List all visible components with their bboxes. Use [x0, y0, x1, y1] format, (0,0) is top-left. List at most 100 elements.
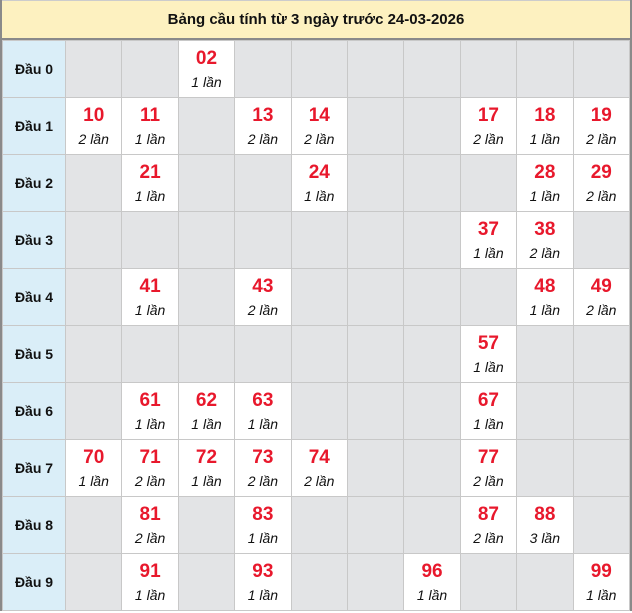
empty-cell [346, 40, 405, 98]
empty-cell [516, 382, 574, 440]
occurrence-count: 1 lần [586, 586, 617, 603]
table-row: Đầu 7 70 1 lần 71 2 lần 72 1 lần 73 2 lần 74 2 lần… [2, 439, 631, 497]
empty-cell [121, 325, 179, 383]
occurrence-count: 2 lần [586, 301, 617, 318]
occurrence-count: 2 lần [247, 130, 279, 147]
number-cell: 93 1 lần [234, 553, 292, 611]
occurrence-count: 2 lần [134, 472, 166, 489]
lottery-number: 81 [139, 503, 161, 525]
occurrence-count: 2 lần [473, 472, 504, 489]
number-cell: 70 1 lần [64, 439, 123, 497]
empty-cell [403, 268, 461, 326]
row-label: Đầu 0 [2, 40, 66, 98]
table-row: Đầu 6 61 1 lần 62 1 lần 63 1 lần 67 1 lần [2, 382, 631, 440]
table-title: Bảng cầu tính từ 3 ngày trước 24-03-2026 [2, 0, 630, 40]
number-cell: 71 2 lần [121, 439, 179, 497]
empty-cell [234, 325, 292, 383]
occurrence-count: 1 lần [473, 358, 504, 375]
lottery-number: 38 [534, 218, 556, 240]
empty-cell [516, 40, 574, 98]
lottery-number: 61 [139, 389, 161, 411]
occurrence-count: 2 lần [247, 301, 279, 318]
number-cell: 74 2 lần [290, 439, 348, 497]
number-cell: 48 1 lần [516, 268, 574, 326]
empty-cell [346, 496, 405, 554]
number-cell: 24 1 lần [290, 154, 348, 212]
number-cell: 91 1 lần [121, 553, 179, 611]
number-cell: 88 3 lần [516, 496, 574, 554]
number-cell: 87 2 lần [459, 496, 518, 554]
number-cell: 21 1 lần [121, 154, 179, 212]
empty-cell [459, 154, 518, 212]
lottery-number: 63 [252, 389, 274, 411]
empty-cell [572, 211, 631, 269]
number-cell: 63 1 lần [234, 382, 292, 440]
occurrence-count: 2 lần [529, 244, 560, 261]
empty-cell [64, 496, 123, 554]
occurrence-count: 1 lần [416, 586, 448, 603]
empty-cell [459, 268, 518, 326]
lottery-number: 43 [252, 275, 274, 297]
empty-cell [290, 40, 348, 98]
table-row: Đầu 0 02 1 lần [2, 40, 631, 98]
occurrence-count: 1 lần [529, 301, 560, 318]
lottery-number: 10 [83, 104, 105, 126]
lottery-number: 29 [590, 161, 612, 183]
number-cell: 96 1 lần [403, 553, 461, 611]
row-label: Đầu 8 [2, 496, 66, 554]
number-cell: 67 1 lần [459, 382, 518, 440]
empty-cell [64, 268, 123, 326]
empty-cell [403, 496, 461, 554]
number-cell: 73 2 lần [234, 439, 292, 497]
empty-cell [346, 97, 405, 155]
lottery-number: 37 [477, 218, 499, 240]
occurrence-count: 1 lần [247, 586, 279, 603]
lottery-number: 67 [477, 389, 499, 411]
empty-cell [572, 40, 631, 98]
empty-cell [346, 439, 405, 497]
occurrence-count: 1 lần [529, 187, 560, 204]
empty-cell [64, 553, 123, 611]
occurrence-count: 1 lần [134, 415, 166, 432]
empty-cell [403, 439, 461, 497]
empty-cell [572, 325, 631, 383]
occurrence-count: 1 lần [529, 130, 560, 147]
empty-cell [64, 154, 123, 212]
table-row: Đầu 9 91 1 lần 93 1 lần 96 1 lần 99 1 lần [2, 553, 631, 611]
row-label: Đầu 9 [2, 553, 66, 611]
number-cell: 29 2 lần [572, 154, 631, 212]
lottery-number: 19 [590, 104, 612, 126]
empty-cell [177, 268, 236, 326]
number-cell: 61 1 lần [121, 382, 179, 440]
empty-cell [403, 325, 461, 383]
lottery-number: 13 [252, 104, 274, 126]
empty-cell [121, 211, 179, 269]
occurrence-count: 1 lần [78, 472, 109, 489]
table-row: Đầu 2 21 1 lần 24 1 lần 28 1 lần 29 2 lần [2, 154, 631, 212]
number-cell: 10 2 lần [64, 97, 123, 155]
empty-cell [290, 553, 348, 611]
number-cell: 14 2 lần [290, 97, 348, 155]
lottery-number: 77 [477, 446, 499, 468]
table-row: Đầu 3 37 1 lần 38 2 lần [2, 211, 631, 269]
lottery-number: 87 [477, 503, 499, 525]
occurrence-count: 2 lần [247, 472, 279, 489]
empty-cell [64, 325, 123, 383]
empty-cell [346, 553, 405, 611]
empty-cell [177, 211, 236, 269]
occurrence-count: 2 lần [134, 529, 166, 546]
occurrence-count: 2 lần [78, 130, 109, 147]
lottery-number: 91 [139, 560, 161, 582]
lottery-number: 88 [534, 503, 556, 525]
empty-cell [459, 40, 518, 98]
occurrence-count: 1 lần [473, 415, 504, 432]
number-cell: 57 1 lần [459, 325, 518, 383]
lottery-number: 70 [83, 446, 105, 468]
number-cell: 99 1 lần [572, 553, 631, 611]
number-cell: 11 1 lần [121, 97, 179, 155]
cau-table: Đầu 0 02 1 lần Đầu 1 10 2 lần 11 1 lần 13 2 lần 14… [2, 40, 631, 611]
empty-cell [346, 268, 405, 326]
number-cell: 13 2 lần [234, 97, 292, 155]
occurrence-count: 2 lần [586, 187, 617, 204]
table-row: Đầu 1 10 2 lần 11 1 lần 13 2 lần 14 2 lần 17 2 lần… [2, 97, 631, 155]
